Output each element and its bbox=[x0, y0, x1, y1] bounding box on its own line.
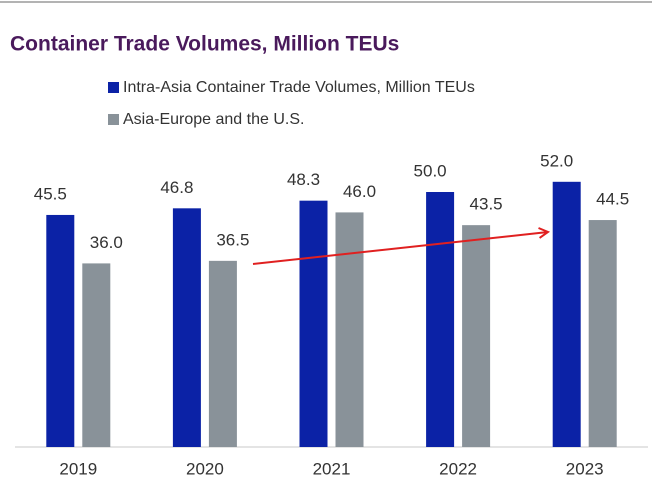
bar bbox=[82, 263, 111, 447]
bar bbox=[46, 214, 75, 447]
value-label: 52.0 bbox=[540, 151, 573, 170]
bar bbox=[172, 208, 201, 447]
bar bbox=[588, 220, 617, 447]
value-label: 46.8 bbox=[160, 178, 193, 197]
legend-label: Asia-Europe and the U.S. bbox=[123, 111, 304, 128]
value-label: 43.5 bbox=[470, 195, 503, 214]
legend-swatch bbox=[108, 114, 119, 125]
value-label: 46.0 bbox=[343, 182, 376, 201]
bar bbox=[426, 192, 455, 447]
bar bbox=[462, 225, 491, 447]
bar bbox=[335, 212, 364, 447]
value-label: 50.0 bbox=[414, 161, 447, 180]
x-tick-label: 2023 bbox=[566, 459, 604, 478]
bar bbox=[208, 260, 237, 447]
value-label: 44.5 bbox=[596, 190, 629, 209]
bar bbox=[299, 200, 328, 447]
value-label: 45.5 bbox=[34, 184, 67, 203]
value-label: 48.3 bbox=[287, 170, 320, 189]
x-tick-label: 2019 bbox=[59, 459, 97, 478]
value-label: 36.0 bbox=[90, 233, 123, 252]
bar bbox=[552, 181, 581, 448]
value-label: 36.5 bbox=[216, 230, 249, 249]
x-tick-label: 2020 bbox=[186, 459, 224, 478]
x-tick-label: 2021 bbox=[313, 459, 351, 478]
chart-title: Container Trade Volumes, Million TEUs bbox=[10, 33, 399, 56]
trend-arrow bbox=[252, 232, 548, 265]
x-tick-label: 2022 bbox=[439, 459, 477, 478]
legend-swatch bbox=[108, 82, 119, 93]
legend-label: Intra-Asia Container Trade Volumes, Mill… bbox=[123, 79, 475, 96]
